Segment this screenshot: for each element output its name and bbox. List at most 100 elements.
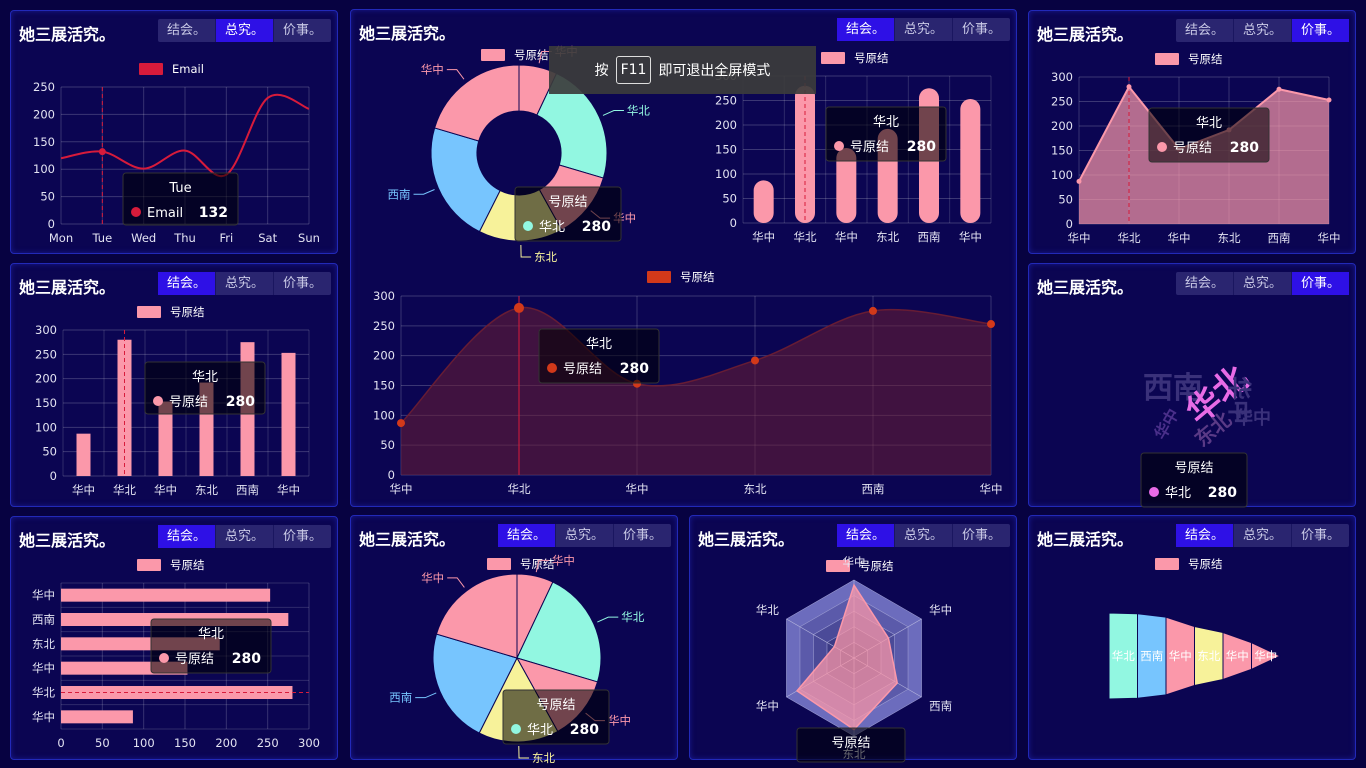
y-tick-label: 200 <box>373 349 395 363</box>
tab-2[interactable]: 总究。 <box>1233 272 1291 295</box>
tooltip-title: 号原结 <box>536 698 575 713</box>
y-tick-label: 50 <box>1058 193 1073 207</box>
tab-2[interactable]: 总究。 <box>1233 19 1291 42</box>
funnel-label: 华中 <box>1226 649 1249 663</box>
x-tick-label: 西南 <box>1268 231 1291 245</box>
tab-2[interactable]: 总究。 <box>215 525 273 548</box>
tab-3[interactable]: 价事。 <box>1291 272 1349 295</box>
x-tick-label: 华中 <box>1068 231 1091 245</box>
x-tick-label: 东北 <box>744 482 767 496</box>
cloud-word: 华中 <box>1235 407 1271 429</box>
tab-3[interactable]: 价事。 <box>273 525 331 548</box>
tab-1[interactable]: 结会。 <box>158 272 215 295</box>
tooltip-series: 华北 <box>539 220 565 235</box>
y-tick-label: 100 <box>35 420 57 434</box>
legend-swatch <box>647 271 671 283</box>
slice-label: 华中 <box>421 571 444 585</box>
tooltip-box <box>796 727 906 763</box>
tab-1[interactable]: 结会。 <box>498 524 555 547</box>
y-tick-label: 华中 <box>32 588 55 602</box>
tooltip-dot <box>834 141 844 151</box>
y-tick-label: 0 <box>388 468 395 482</box>
bar <box>836 148 857 223</box>
x-tick-label: 华中 <box>959 230 982 244</box>
tab-2[interactable]: 总究。 <box>1233 524 1291 547</box>
tooltip-title: 华北 <box>873 115 899 130</box>
tab-1[interactable]: 结会。 <box>837 18 894 41</box>
x-tick-label: 华中 <box>626 482 649 496</box>
tooltip-title: 号原结 <box>1174 461 1213 476</box>
slice-label: 华中 <box>608 714 631 728</box>
panel-tabs: 结会。 总究。 价事。 <box>837 18 1010 41</box>
tab-3[interactable]: 价事。 <box>273 19 331 42</box>
tooltip-series: 号原结 <box>169 395 208 410</box>
tab-3[interactable]: 价事。 <box>613 524 671 547</box>
tab-3[interactable]: 价事。 <box>273 272 331 295</box>
tooltip-title: 华北 <box>586 337 612 352</box>
tab-1[interactable]: 结会。 <box>158 525 215 548</box>
tab-2[interactable]: 总究。 <box>215 19 273 42</box>
funnel-segment <box>1251 641 1282 671</box>
tab-2[interactable]: 总究。 <box>215 272 273 295</box>
y-tick-label: 150 <box>1051 144 1073 158</box>
panel-pie: 她三展活究。 结会。 总究。 价事。 号原结 华中 华北 华中 东北 西南 华中 号原结 华北 280 <box>350 515 678 765</box>
bar <box>76 433 91 476</box>
tab-1[interactable]: 结会。 <box>166 23 206 38</box>
radar-indicator: 华中 <box>929 603 952 617</box>
panel-title: 她三展活究。 <box>1037 530 1134 549</box>
tooltip-series: 号原结 <box>563 362 602 377</box>
legend-swatch <box>1155 53 1179 65</box>
slice-label: 东北 <box>532 751 555 765</box>
y-tick-label: 150 <box>33 135 55 149</box>
y-tick-label: 西南 <box>32 613 55 627</box>
x-tick-label: 华中 <box>835 230 858 244</box>
tab-1[interactable]: 结会。 <box>1184 23 1224 38</box>
tab-3[interactable]: 价事。 <box>952 18 1010 41</box>
tab-1[interactable]: 结会。 <box>1184 276 1224 291</box>
x-tick-label: 东北 <box>1218 231 1241 245</box>
panel-hbar: 她三展活究。 结会。 总究。 价事。 号原结 0 50 100 150 200 250 300 华中… <box>10 516 338 760</box>
slice-label: 华北 <box>627 104 650 118</box>
x-tick-label: 50 <box>95 736 110 750</box>
panel-title: 她三展活究。 <box>359 530 456 549</box>
chart-tooltip: Tue Email 132 <box>122 172 239 226</box>
tab-3[interactable]: 价事。 <box>1291 524 1349 547</box>
tooltip-value: 132 <box>199 205 228 221</box>
panel-title: 她三展活究。 <box>19 531 116 550</box>
tab-1[interactable]: 结会。 <box>1176 524 1233 547</box>
y-tick-label: 50 <box>380 438 395 452</box>
legend-swatch <box>481 49 505 61</box>
tooltip-box <box>825 106 947 162</box>
y-tick-label: 200 <box>33 107 55 121</box>
tab-2[interactable]: 总究。 <box>555 524 613 547</box>
funnel-label: 华中 <box>1169 649 1192 663</box>
bar <box>281 352 296 476</box>
tab-1[interactable]: 结会。 <box>837 524 894 547</box>
tab-2[interactable]: 总究。 <box>894 524 952 547</box>
tab-2[interactable]: 总究。 <box>894 18 952 41</box>
cloud-word: 华中 <box>1150 405 1182 442</box>
panel-title: 她三展活究。 <box>1037 278 1134 297</box>
tab-3[interactable]: 价事。 <box>952 524 1010 547</box>
pie-slice <box>516 581 602 683</box>
tooltip-box <box>1140 452 1248 508</box>
tab-3[interactable]: 价事。 <box>1291 19 1349 42</box>
funnel-label: 华中 <box>1254 649 1277 663</box>
y-tick-label: 50 <box>40 190 55 204</box>
area-point <box>1326 97 1332 103</box>
x-tick-label: 华北 <box>1118 231 1141 245</box>
fullscreen-hint-prefix: 按 <box>594 63 609 79</box>
panel-tabs: 结会。 总究。 价事。 <box>158 272 331 295</box>
slice-label: 西南 <box>388 187 411 201</box>
panel-tabs: 结会。 总究。 价事。 <box>1176 19 1349 42</box>
